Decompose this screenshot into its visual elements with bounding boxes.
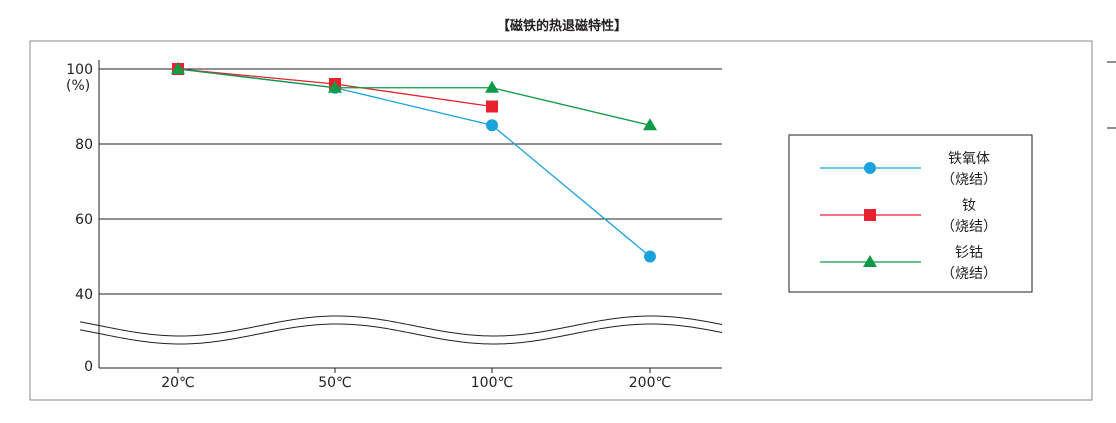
grid-lines	[99, 68, 722, 295]
legend-label-1: 钕	[962, 198, 976, 214]
legend-sublabel-2: （烧结）	[941, 266, 997, 282]
chart-frame	[29, 40, 1093, 401]
x-tick-2: 100℃	[471, 375, 513, 391]
axis-break-line-lower	[79, 323, 723, 345]
y-tick-80: 80	[75, 137, 93, 153]
data-point-2-1	[328, 80, 342, 93]
legend-marker-0	[864, 162, 876, 174]
y-unit-label: (%)	[66, 78, 90, 94]
series-layer	[171, 62, 657, 263]
legend-marker-1	[864, 209, 876, 221]
legend-box	[788, 134, 1033, 293]
axis-break-line-upper	[79, 315, 723, 337]
series-line-2	[177, 68, 651, 126]
y-tick-100: 100	[66, 62, 93, 78]
series-line-0	[177, 68, 651, 257]
axis-break	[79, 315, 723, 345]
data-point-2-0	[171, 62, 185, 74]
y-tick-60: 60	[75, 212, 93, 228]
data-point-2-2	[485, 80, 499, 93]
y-tick-40: 40	[75, 287, 93, 303]
x-tick-1: 50℃	[318, 375, 352, 391]
data-point-0-3	[644, 250, 656, 263]
x-tick-0: 20℃	[161, 375, 195, 391]
legend: 铁氧体 （烧结） 钕 （烧结） 钐钴 （烧结）	[820, 151, 997, 282]
y-tick-0: 0	[84, 359, 93, 375]
legend-label-2: 钐钴	[955, 245, 983, 261]
legend-sublabel-0: （烧结）	[941, 172, 997, 188]
legend-sublabel-1: （烧结）	[941, 219, 997, 235]
chart-title: 【磁铁的热退磁特性】	[497, 18, 627, 34]
data-point-2-3	[643, 118, 657, 131]
data-point-1-2	[486, 100, 498, 113]
data-point-0-2	[486, 119, 498, 132]
axis-break-gap	[80, 316, 722, 344]
legend-label-0: 铁氧体	[948, 151, 990, 167]
legend-marker-2	[863, 255, 877, 267]
x-tick-3: 200℃	[629, 375, 671, 391]
axes	[98, 60, 722, 373]
tick-labels: 100 80 60 40 0 (%) 20℃ 50℃ 100℃ 200℃	[66, 62, 671, 391]
